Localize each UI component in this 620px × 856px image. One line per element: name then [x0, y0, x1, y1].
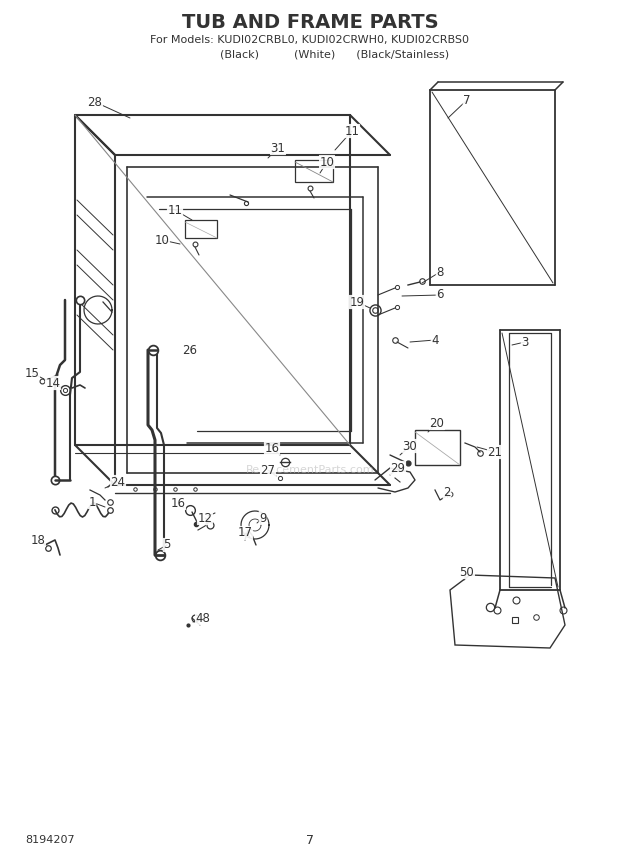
Text: ReplacementParts.com: ReplacementParts.com [246, 465, 374, 475]
Text: 12: 12 [198, 512, 213, 525]
Text: 8: 8 [436, 265, 444, 278]
Text: 18: 18 [30, 533, 45, 546]
Text: 30: 30 [402, 439, 417, 453]
Text: 11: 11 [167, 204, 182, 217]
Text: 16: 16 [170, 496, 185, 509]
Text: 7: 7 [306, 834, 314, 847]
Text: 16: 16 [265, 442, 280, 455]
Text: 3: 3 [521, 336, 529, 348]
Text: TUB AND FRAME PARTS: TUB AND FRAME PARTS [182, 13, 438, 32]
Text: 50: 50 [459, 566, 474, 579]
Text: 1: 1 [88, 496, 95, 508]
Text: 6: 6 [436, 288, 444, 301]
Text: 28: 28 [87, 96, 102, 109]
Text: 9: 9 [259, 512, 267, 525]
Text: 7: 7 [463, 93, 471, 106]
Text: 27: 27 [260, 463, 275, 477]
Text: 11: 11 [345, 124, 360, 138]
Text: (Black)          (White)      (Black/Stainless): (Black) (White) (Black/Stainless) [171, 49, 449, 59]
Text: For Models: KUDI02CRBL0, KUDI02CRWH0, KUDI02CRBS0: For Models: KUDI02CRBL0, KUDI02CRWH0, KU… [151, 35, 469, 45]
Text: 4: 4 [432, 334, 439, 347]
Text: 29: 29 [391, 461, 405, 474]
Text: 17: 17 [237, 526, 252, 539]
Text: 31: 31 [270, 141, 285, 154]
Text: 24: 24 [110, 475, 125, 489]
Text: 20: 20 [430, 417, 445, 430]
Text: 14: 14 [45, 377, 61, 389]
Text: 2: 2 [443, 485, 451, 498]
Text: 48: 48 [195, 611, 210, 625]
Text: 26: 26 [182, 343, 198, 356]
Text: 15: 15 [25, 366, 40, 379]
Text: 10: 10 [154, 234, 169, 247]
Text: 10: 10 [319, 156, 334, 169]
Text: 8194207: 8194207 [25, 835, 74, 845]
Text: 19: 19 [350, 295, 365, 308]
Text: 5: 5 [163, 538, 170, 551]
Text: 21: 21 [487, 445, 502, 459]
